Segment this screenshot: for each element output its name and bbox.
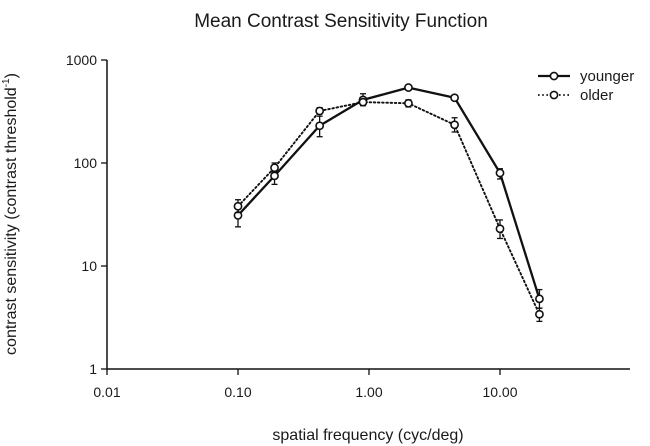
legend-marker-younger — [549, 71, 559, 81]
legend-item-younger: younger — [538, 68, 634, 85]
y-tick-label: 1 — [89, 361, 97, 377]
x-tick-label: 0.01 — [93, 384, 120, 400]
y-ticks: 1 10 100 1000 — [66, 52, 107, 377]
data-point-older — [315, 106, 325, 116]
legend-label-older: older — [580, 87, 613, 104]
data-point-older — [270, 163, 279, 173]
data-point-older — [450, 120, 459, 130]
data-point-younger — [495, 168, 505, 178]
data-point-older — [358, 97, 368, 107]
data-point-younger — [404, 83, 413, 92]
series-younger — [233, 83, 544, 309]
y-axis-label-main: contrast sensitivity (contrast threshold — [3, 87, 20, 355]
data-point-younger — [450, 93, 459, 103]
legend-item-older: older — [538, 87, 613, 104]
data-point-younger — [315, 121, 325, 131]
x-axis-label: spatial frequency (cyc/deg) — [272, 427, 463, 444]
data-point-older — [535, 309, 544, 319]
y-axis-label-sup: -1 — [1, 78, 12, 87]
series-line-younger — [237, 86, 541, 300]
legend-marker-older — [549, 90, 559, 100]
y-axis-label-close: ) — [3, 73, 20, 78]
x-tick-label: 1.00 — [355, 384, 382, 400]
x-tick-label: 10.00 — [482, 384, 517, 400]
legend: younger older — [538, 68, 634, 104]
data-point-younger — [535, 294, 544, 304]
data-point-older — [233, 201, 243, 211]
y-axis-label: contrast sensitivity (contrast threshold… — [1, 73, 20, 355]
plot-area: 1 10 100 1000 0.01 0.10 1.00 10.00 — [66, 52, 630, 400]
series-layer — [233, 83, 544, 323]
x-tick-label: 0.10 — [224, 384, 251, 400]
data-point-older — [404, 98, 413, 108]
legend-label-younger: younger — [580, 68, 634, 85]
data-point-older — [495, 224, 505, 234]
data-point-younger — [270, 171, 279, 181]
y-tick-label: 1000 — [66, 52, 97, 68]
series-line-older — [237, 101, 541, 316]
chart-title: Mean Contrast Sensitivity Function — [194, 11, 488, 32]
series-older — [233, 97, 544, 323]
y-tick-label: 100 — [74, 155, 98, 171]
x-ticks: 0.01 0.10 1.00 10.00 — [93, 369, 518, 400]
y-tick-label: 10 — [81, 258, 97, 274]
